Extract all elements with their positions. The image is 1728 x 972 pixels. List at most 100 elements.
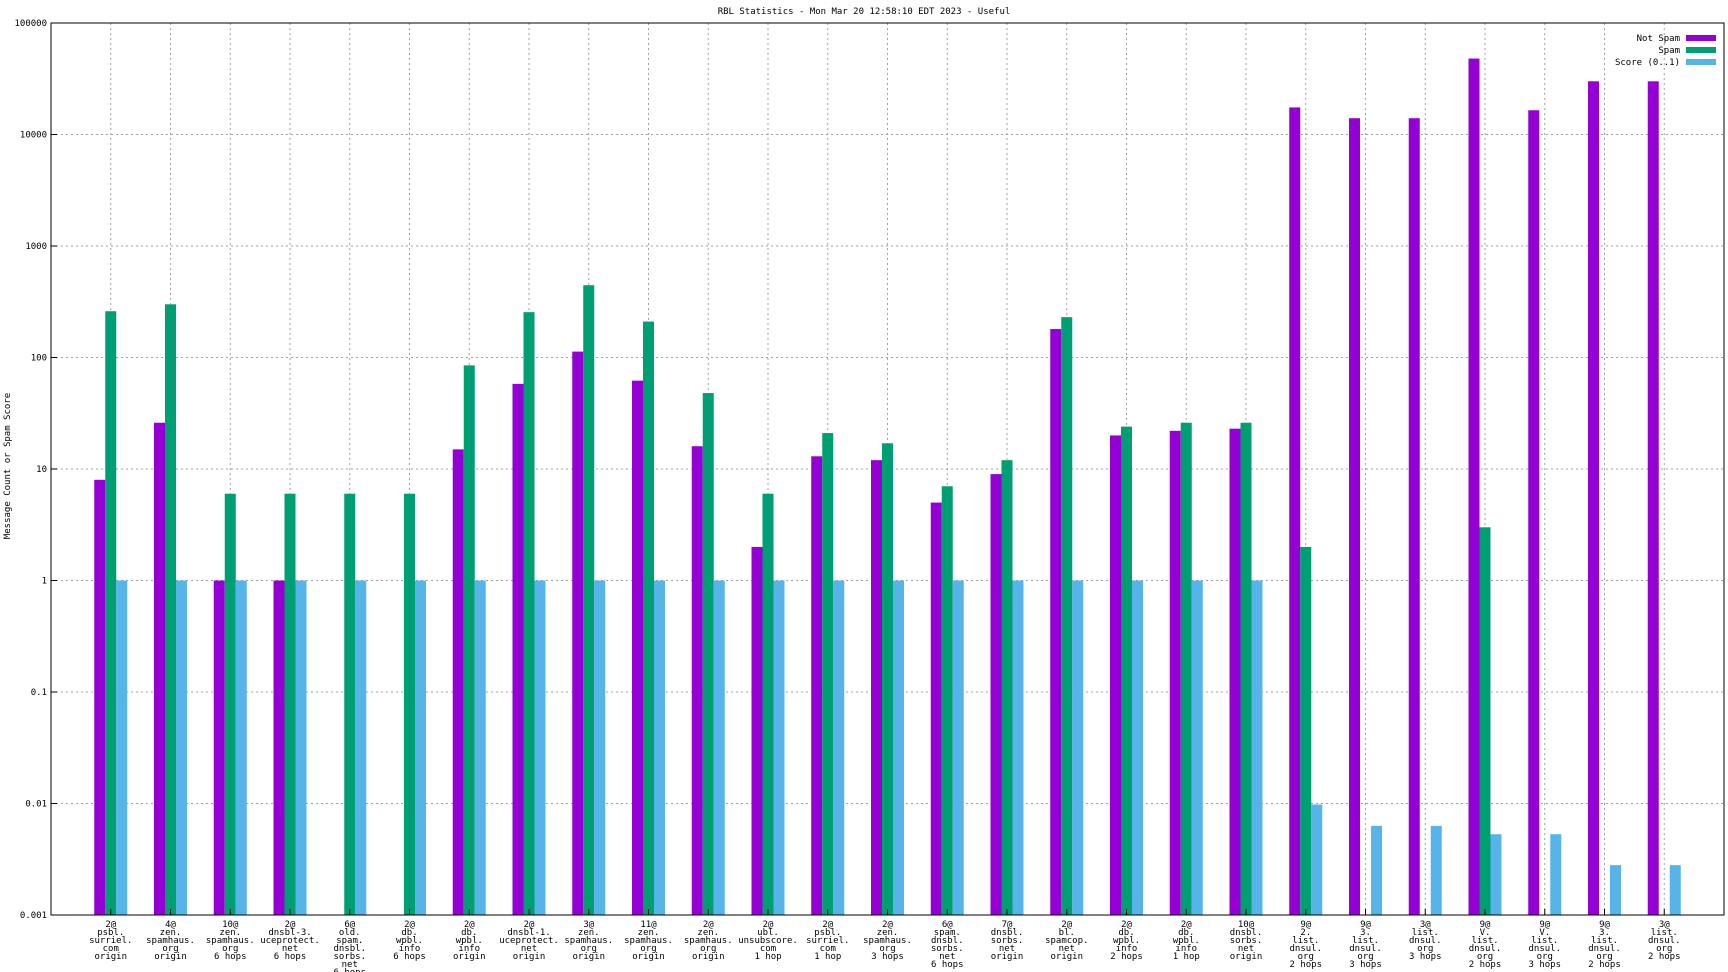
x-tick-label: 2@ [763, 920, 774, 930]
bar [1610, 865, 1621, 915]
bar [1191, 580, 1203, 915]
legend-swatch [1686, 59, 1716, 65]
x-tick-label: net [282, 944, 298, 954]
x-tick-label: spamhaus. [564, 936, 613, 946]
bar [1371, 825, 1382, 915]
x-tick-label: origin [513, 952, 546, 962]
bar [344, 493, 356, 915]
bar [632, 380, 643, 915]
y-axis-label: Message Count or Spam Score [3, 393, 13, 539]
legend: Not Spam Spam Score (0..1) [1615, 34, 1716, 68]
x-tick-label: zen. [638, 928, 660, 938]
x-tick-label: 6@ [942, 920, 953, 930]
bar [474, 580, 486, 915]
bar [1669, 865, 1681, 915]
x-tick-label: old. [339, 928, 361, 938]
x-tick-label: dnsul. [1648, 936, 1681, 946]
x-tick-label: zen. [877, 928, 899, 938]
bar [1468, 58, 1480, 915]
x-tick-label: 3 hops [1528, 960, 1561, 970]
bar [1050, 329, 1062, 915]
x-tick-label: origin [154, 952, 187, 962]
bar [452, 449, 464, 915]
x-tick-label: 2 hops [1648, 952, 1681, 962]
x-tick-label: 6 hops [393, 952, 426, 962]
bar [1647, 81, 1659, 916]
bar [355, 580, 367, 915]
x-tick-label: V. [1539, 928, 1550, 938]
bar [415, 580, 426, 915]
x-tick-label: org [1417, 944, 1433, 954]
y-tick-label: 100000 [14, 19, 47, 29]
x-tick-label: 2@ [822, 920, 833, 930]
x-tick-label: net [939, 952, 955, 962]
bar [224, 493, 236, 915]
y-tick-label: 100 [31, 354, 47, 364]
x-tick-label: spamhaus. [684, 936, 733, 946]
bar [941, 486, 953, 915]
legend-label: Score (0..1) [1615, 58, 1680, 68]
x-tick-label: 3 hops [1409, 952, 1442, 962]
x-tick-label: 6 hops [931, 960, 964, 970]
x-tick-label: list. [1352, 936, 1379, 946]
x-tick-label: 2 hops [1289, 960, 1322, 970]
x-tick-label: org [640, 944, 656, 954]
x-tick-label: info [399, 944, 421, 954]
x-tick-label: 2@ [1121, 920, 1132, 930]
bar [176, 580, 187, 915]
x-tick-label: zen. [578, 928, 600, 938]
x-tick-label: zen. [219, 928, 241, 938]
y-tick-label: 1000 [25, 242, 47, 252]
x-tick-label: 2@ [524, 920, 535, 930]
legend-label: Not Spam [1637, 34, 1680, 44]
bar [773, 580, 785, 915]
bar [1550, 834, 1562, 915]
bar [594, 580, 606, 915]
x-tick-label: spamcop. [1045, 936, 1088, 946]
bar [116, 580, 128, 915]
x-tick-label: zen. [697, 928, 719, 938]
x-tick-label: 6@ [344, 920, 355, 930]
x-tick-label: 2@ [1181, 920, 1192, 930]
bar [1528, 110, 1540, 915]
x-tick-label: 2 hops [1588, 960, 1621, 970]
bar [654, 580, 665, 915]
legend-label: Spam [1658, 46, 1680, 56]
x-tick-label: sorbs. [991, 936, 1024, 946]
x-tick-label: info [1175, 944, 1197, 954]
x-tick-label: 2@ [404, 920, 415, 930]
x-tick-label: 3. [1360, 928, 1371, 938]
x-tick-label: 4@ [165, 920, 176, 930]
x-tick-label: dnsbl-1. [507, 928, 550, 938]
x-tick-label: origin [453, 952, 486, 962]
x-tick-label: spamhaus. [206, 936, 255, 946]
bar [1229, 428, 1241, 915]
x-tick-label: wpbl. [1113, 936, 1140, 946]
x-tick-label: dnsbl. [991, 928, 1024, 938]
x-tick-label: wpbl. [396, 936, 423, 946]
x-tick-label: ubl. [757, 928, 779, 938]
bar [1072, 580, 1084, 915]
bar [1430, 825, 1442, 915]
x-tick-label: surriel. [806, 936, 849, 946]
bar [811, 456, 823, 915]
x-tick-label: wpbl. [1173, 936, 1200, 946]
x-tick-label: com [760, 944, 776, 954]
bar [295, 580, 307, 915]
x-tick-label: dnsul. [1528, 944, 1561, 954]
x-tick-label: org [700, 944, 716, 954]
bar [1012, 580, 1024, 915]
x-tick-label: psbl. [97, 928, 124, 938]
x-tick-label: 1 hop [1173, 952, 1200, 962]
x-tick-label: spam. [934, 928, 961, 938]
x-tick-label: 7@ [1002, 920, 1013, 930]
x-tick-label: uceprotect. [260, 936, 320, 946]
bar [751, 546, 763, 915]
x-tick-label: origin [1050, 952, 1083, 962]
bar [273, 580, 285, 915]
x-tick-label: 9@ [1360, 920, 1371, 930]
bar [404, 493, 415, 915]
bar [583, 285, 595, 915]
bar [882, 443, 893, 915]
